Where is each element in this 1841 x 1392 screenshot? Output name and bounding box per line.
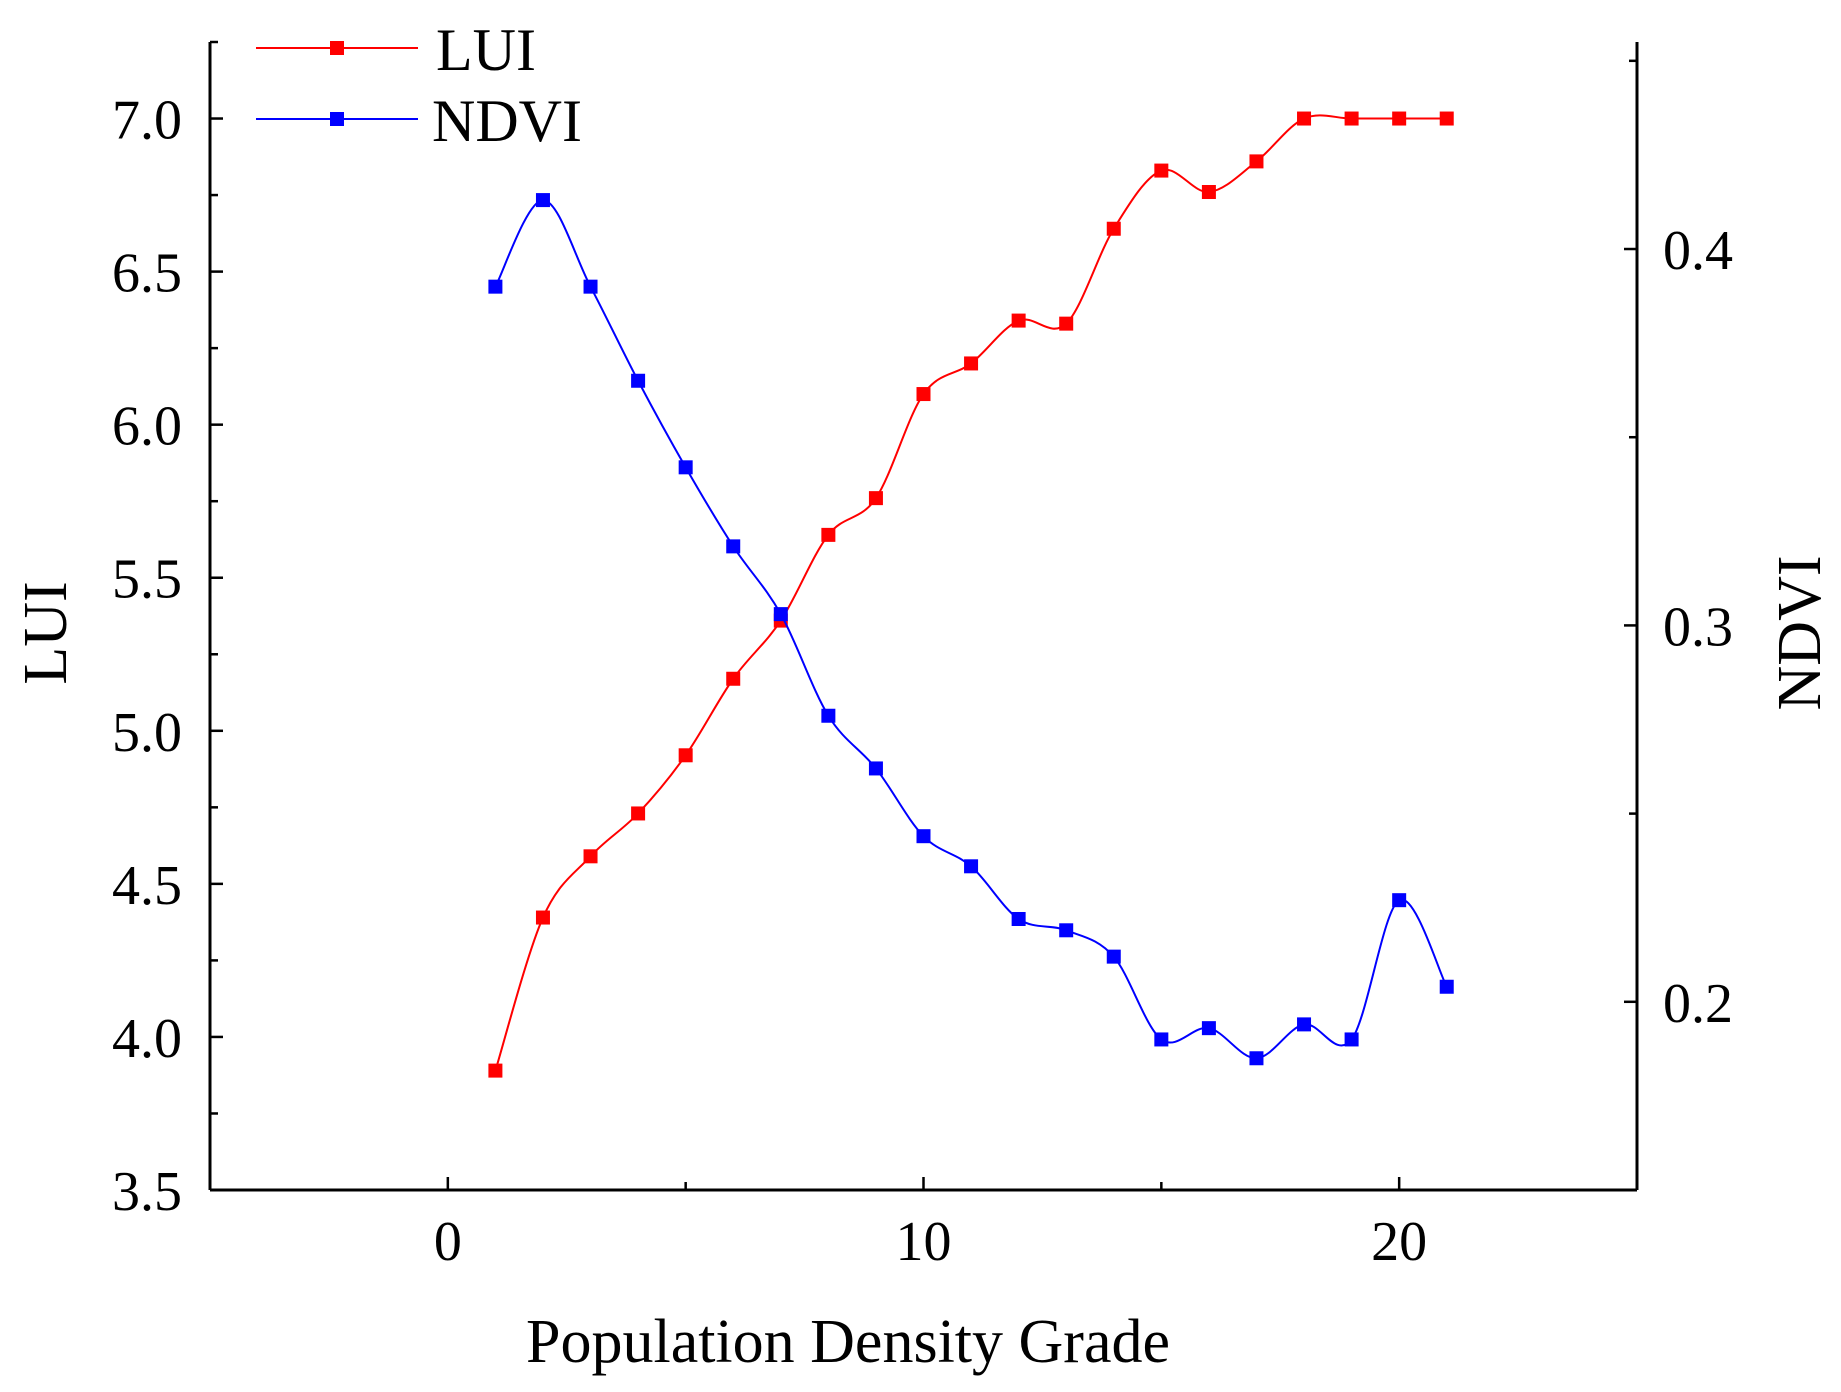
y2-tick-label: 0.2 (1663, 973, 1733, 1035)
data-point-ndvi (1011, 911, 1026, 926)
y-tick-label: 4.0 (112, 1008, 182, 1070)
series-line-ndvi (494, 199, 1448, 1060)
x-tick-label: 20 (1371, 1211, 1427, 1273)
data-point-ndvi (631, 373, 646, 388)
data-point-ndvi (1154, 1032, 1169, 1047)
data-point-lui (1439, 111, 1454, 126)
data-point-ndvi (1059, 923, 1074, 938)
data-point-lui (1249, 154, 1264, 169)
legend-label-ndvi: NDVI (432, 88, 582, 154)
data-point-ndvi (488, 279, 503, 294)
data-point-ndvi (773, 607, 788, 622)
y2-tick-label: 0.4 (1663, 220, 1733, 282)
data-point-ndvi (964, 859, 979, 874)
data-point-lui (1201, 185, 1216, 200)
x-tick-label: 10 (896, 1211, 952, 1273)
axes: 0 10 20 3.5 4.0 4.5 5.0 5.5 6.0 6.5 7.0 0.2 0.3 0.4 (112, 40, 1733, 1273)
series-line-lui (494, 114, 1447, 1071)
y-tick-label: 3.5 (112, 1161, 182, 1223)
data-point-ndvi (1201, 1021, 1216, 1036)
data-point-lui (1011, 313, 1026, 328)
data-point-lui (1059, 316, 1074, 331)
y-tick-label: 6.5 (112, 243, 182, 305)
data-point-lui (1297, 111, 1312, 126)
y-tick-label: 6.0 (112, 396, 182, 458)
data-point-ndvi (583, 279, 598, 294)
legend-marker-ndvi (330, 112, 344, 126)
data-point-ndvi (1439, 979, 1454, 994)
data-point-lui (916, 387, 931, 402)
data-point-ndvi (1344, 1032, 1359, 1047)
data-point-lui (488, 1063, 503, 1078)
y-tick-label: 5.5 (112, 549, 182, 611)
data-point-lui (726, 671, 741, 686)
data-point-lui (1392, 111, 1407, 126)
data-point-ndvi (1106, 949, 1121, 964)
data-point-ndvi (1392, 893, 1407, 908)
plot-area (488, 111, 1454, 1078)
legend-marker-lui (330, 41, 344, 55)
y-tick-label: 5.0 (112, 702, 182, 764)
data-point-ndvi (1249, 1051, 1264, 1066)
data-point-lui (1344, 111, 1359, 126)
data-point-ndvi (821, 708, 836, 723)
data-point-ndvi (535, 193, 550, 208)
data-point-lui (583, 849, 598, 864)
x-tick-label: 0 (434, 1211, 462, 1273)
data-point-lui (1154, 163, 1169, 178)
data-point-lui (678, 748, 693, 763)
data-point-ndvi (868, 761, 883, 776)
y-tick-label: 7.0 (112, 90, 182, 152)
x-axis-label: Population Density Grade (526, 1308, 1170, 1376)
data-point-ndvi (726, 539, 741, 554)
data-point-lui (821, 527, 836, 542)
data-point-lui (868, 491, 883, 506)
y2-tick-label: 0.3 (1663, 596, 1733, 658)
data-point-lui (535, 910, 550, 925)
y-axis-label: LUI (12, 581, 80, 684)
data-point-lui (964, 356, 979, 371)
y2-axis-label: NDVI (1766, 556, 1834, 711)
data-point-ndvi (678, 460, 693, 475)
legend: LUI NDVI (256, 17, 582, 154)
data-point-lui (1106, 221, 1121, 236)
data-point-lui (631, 806, 646, 821)
data-point-ndvi (1297, 1017, 1312, 1032)
y-tick-label: 4.5 (112, 855, 182, 917)
data-point-ndvi (916, 829, 931, 844)
legend-label-lui: LUI (436, 17, 536, 83)
